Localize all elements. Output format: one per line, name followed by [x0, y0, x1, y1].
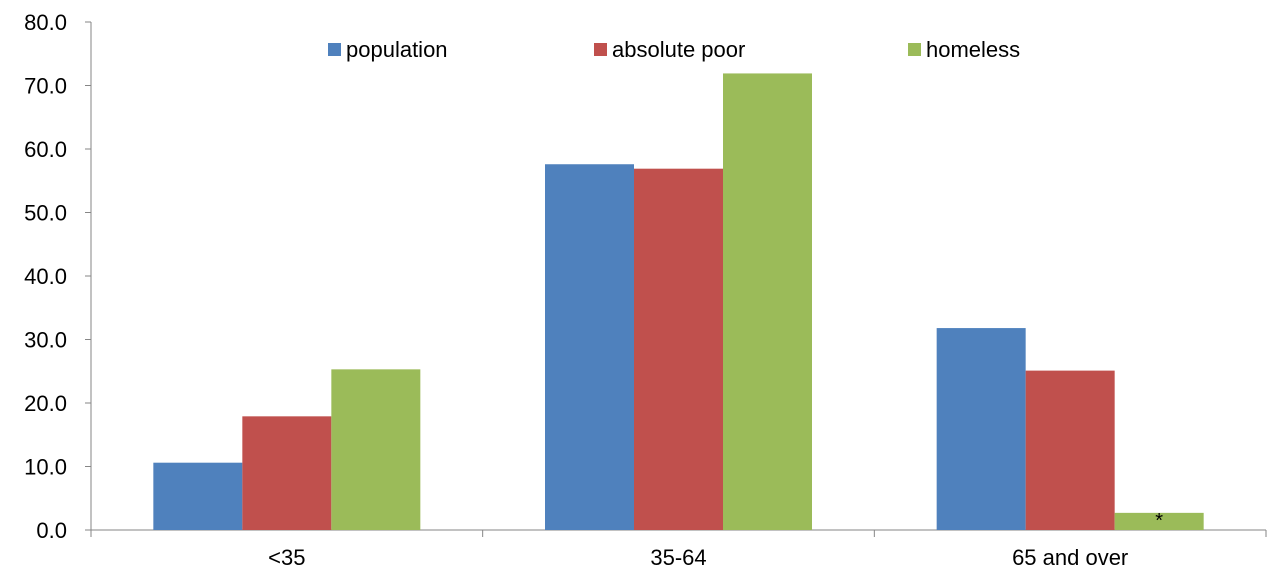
bar-absolute-poor	[1025, 370, 1115, 530]
y-tick-label: 10.0	[24, 455, 67, 480]
legend-label: homeless	[926, 37, 1020, 62]
y-tick-label: 50.0	[24, 201, 67, 226]
x-tick-label: 65 and over	[1012, 545, 1128, 570]
bars	[153, 73, 1204, 531]
bar-homeless	[723, 73, 812, 530]
bar-absolute-poor	[242, 416, 332, 530]
bar-population	[153, 462, 243, 530]
legend-label: population	[346, 37, 448, 62]
y-tick-label: 40.0	[24, 264, 67, 289]
x-axis: <35 35-64 65 and over	[90, 529, 1267, 570]
y-tick-label: 0.0	[36, 518, 67, 543]
x-tick-label: 35-64	[650, 545, 706, 570]
y-tick-label: 60.0	[24, 137, 67, 162]
bar-population	[545, 164, 634, 531]
y-tick-label: 70.0	[24, 74, 67, 99]
legend-swatch	[594, 43, 607, 56]
annotations: *	[1155, 510, 1163, 532]
annotation-asterisk: *	[1155, 510, 1163, 532]
legend-swatch	[328, 43, 341, 56]
bar-population	[936, 328, 1026, 530]
x-tick-label: <35	[268, 545, 305, 570]
y-tick-label: 20.0	[24, 391, 67, 416]
legend-label: absolute poor	[612, 37, 745, 62]
y-tick-label: 80.0	[24, 10, 67, 35]
bar-homeless	[331, 369, 421, 530]
legend-swatch	[908, 43, 921, 56]
bar-homeless	[1114, 512, 1204, 530]
y-tick-label: 30.0	[24, 328, 67, 353]
y-axis: 0.0 10.0 20.0 30.0 40.0 50.0 60.0 70.0 80.0	[24, 10, 92, 543]
legend: population absolute poor homeless	[328, 37, 1020, 62]
bar-absolute-poor	[634, 168, 723, 530]
